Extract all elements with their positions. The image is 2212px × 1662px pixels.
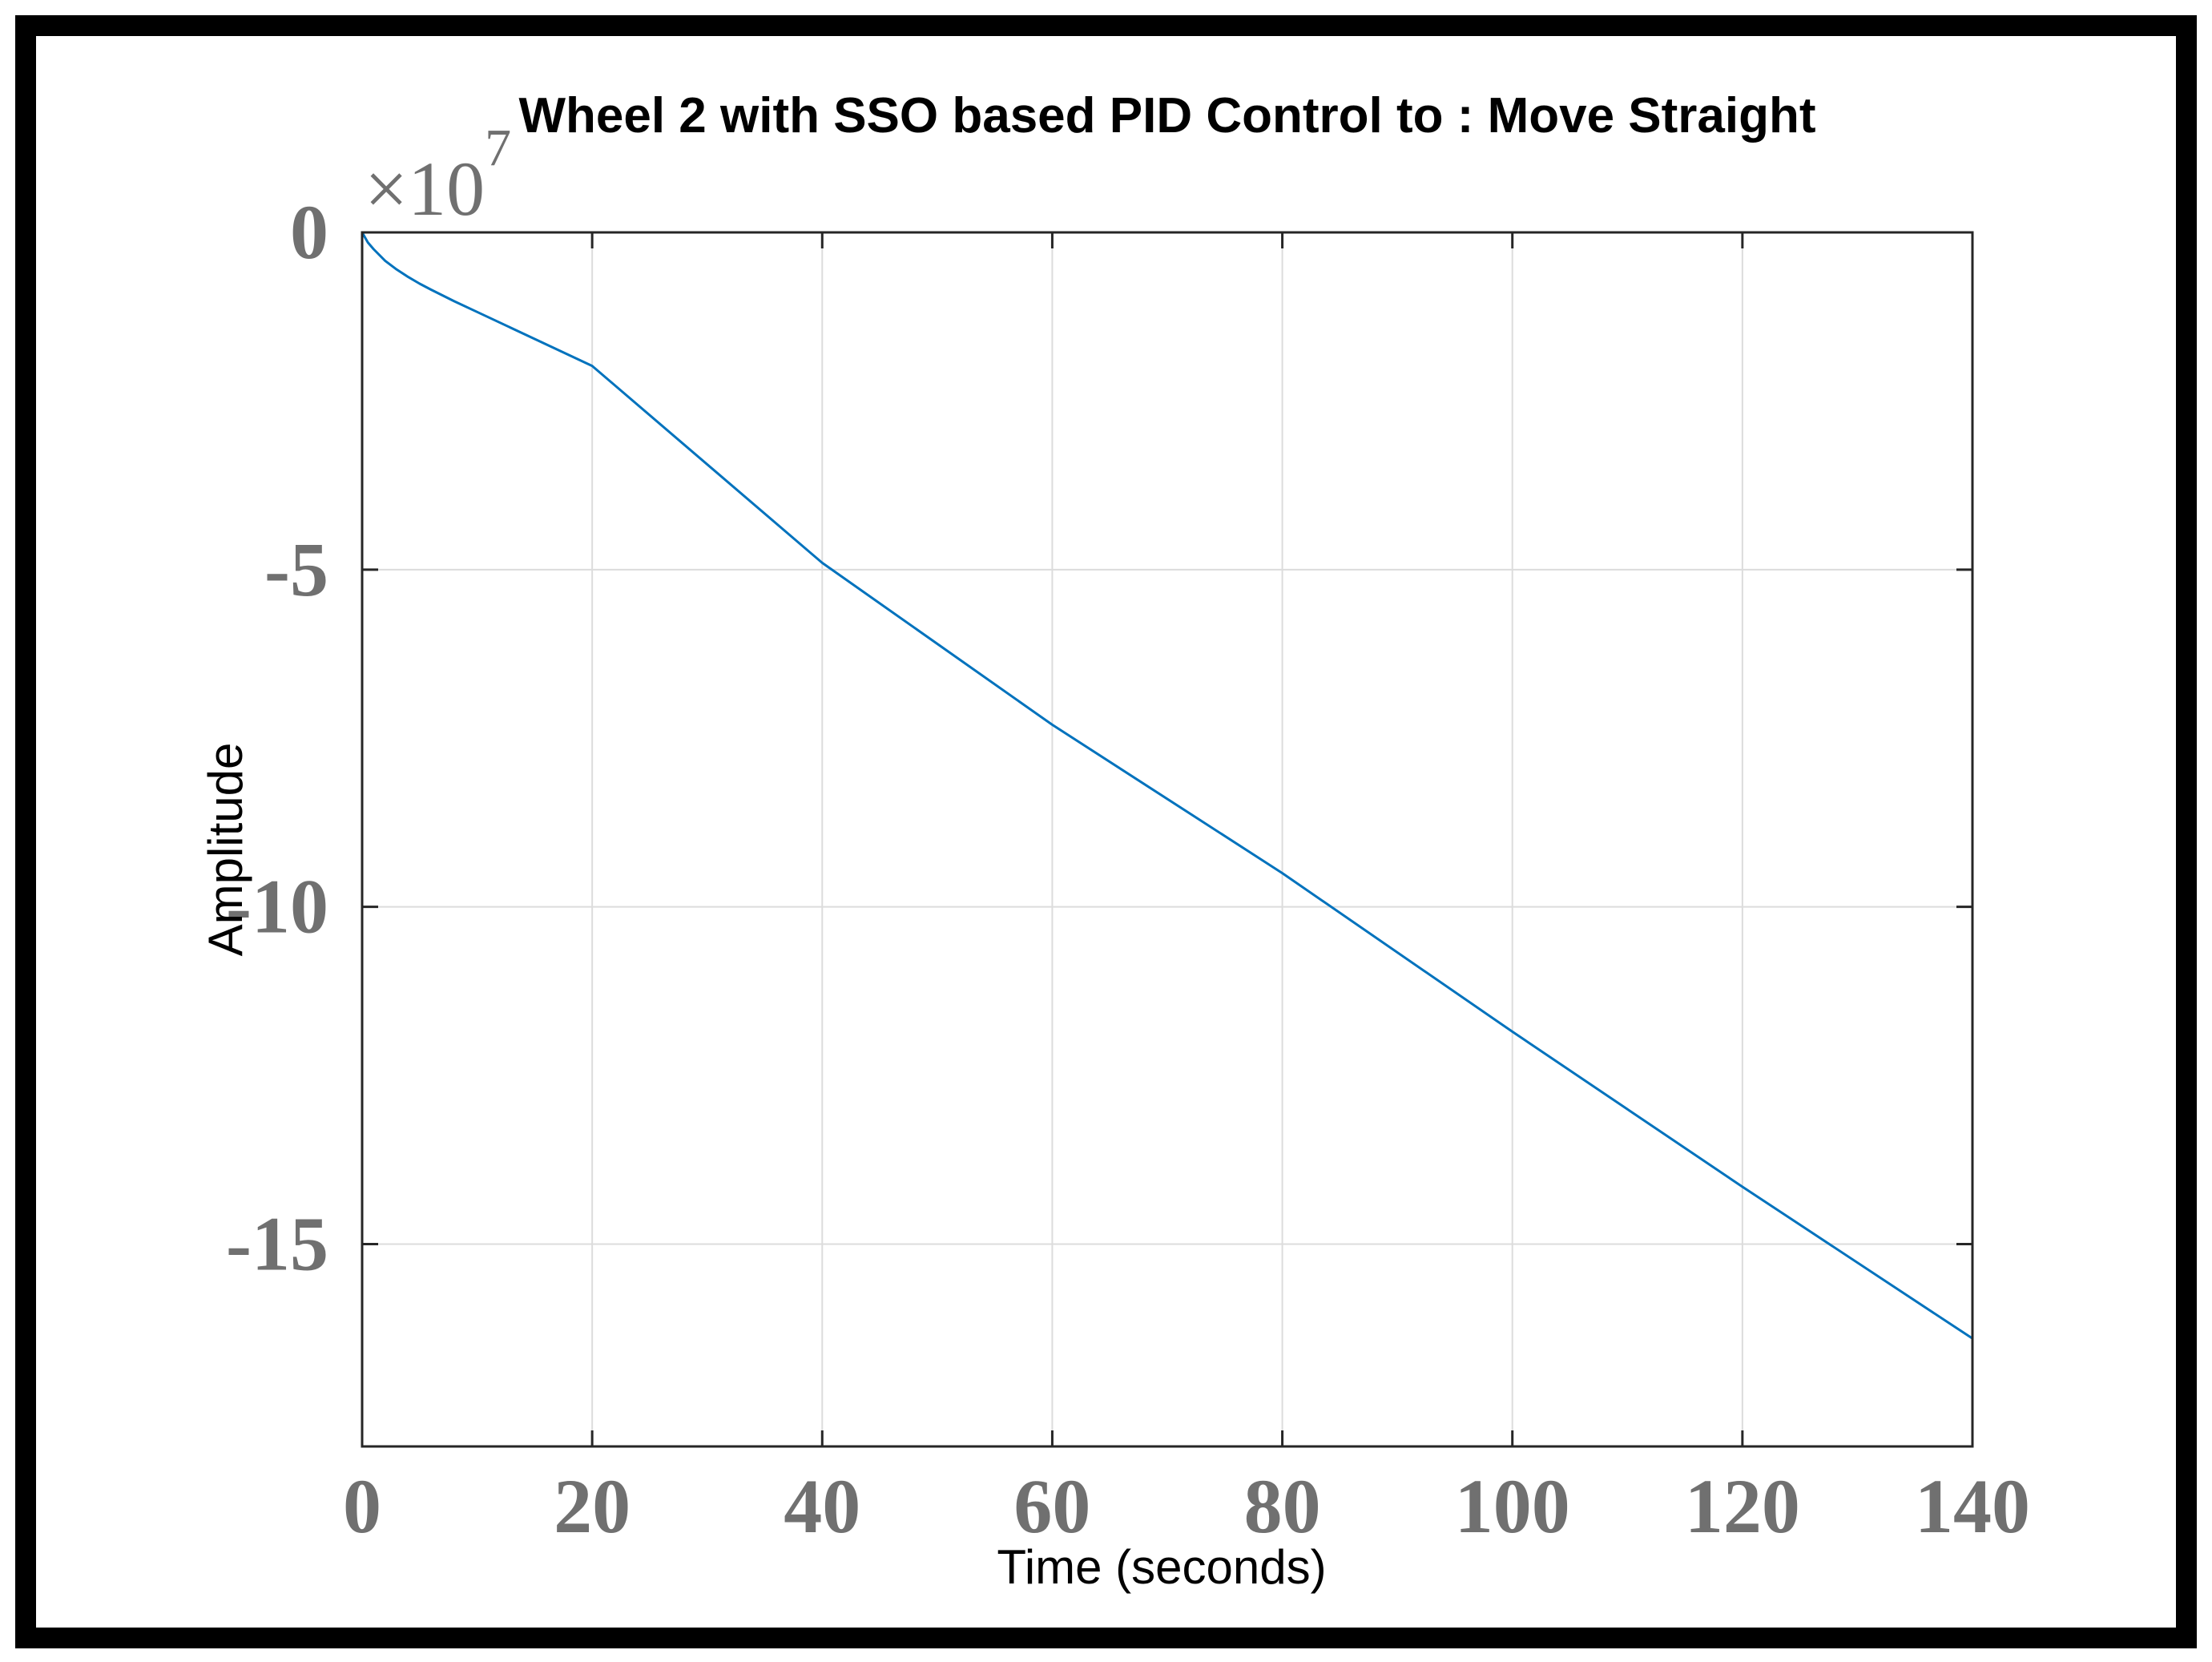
y-exponent-base: ×10 [365, 146, 485, 232]
x-axis-label: Time (seconds) [997, 1540, 1326, 1594]
y-exponent-label: ×107 [365, 119, 511, 232]
y-tick-labels: 0 -5 -10 -15 [226, 189, 328, 1287]
x-tick-label: 80 [1244, 1463, 1321, 1549]
grid-lines [362, 232, 1972, 1446]
x-tick-labels: 0 20 40 60 80 100 120 140 [343, 1463, 2030, 1549]
x-tick-label: 40 [784, 1463, 860, 1549]
y-exponent-power: 7 [485, 119, 511, 177]
y-tick-label: -5 [264, 526, 328, 612]
tick-marks [361, 231, 1974, 1446]
y-tick-label: -10 [226, 864, 328, 950]
y-tick-label: 0 [290, 189, 328, 275]
x-tick-label: 100 [1455, 1463, 1570, 1549]
x-tick-label: 140 [1915, 1463, 2030, 1549]
x-tick-label: 0 [343, 1463, 381, 1549]
y-tick-label: -15 [226, 1201, 328, 1287]
plot-area [362, 232, 1972, 1446]
series-lines [361, 232, 1973, 1340]
chart-title: Wheel 2 with SSO based PID Control to : … [518, 88, 1815, 143]
x-tick-label: 20 [554, 1463, 631, 1549]
series-line [361, 232, 1973, 1340]
y-axis-label: Amplitude [199, 743, 252, 957]
x-tick-label: 60 [1013, 1463, 1090, 1549]
plot-border [361, 231, 1974, 1448]
x-tick-label: 120 [1685, 1463, 1800, 1549]
